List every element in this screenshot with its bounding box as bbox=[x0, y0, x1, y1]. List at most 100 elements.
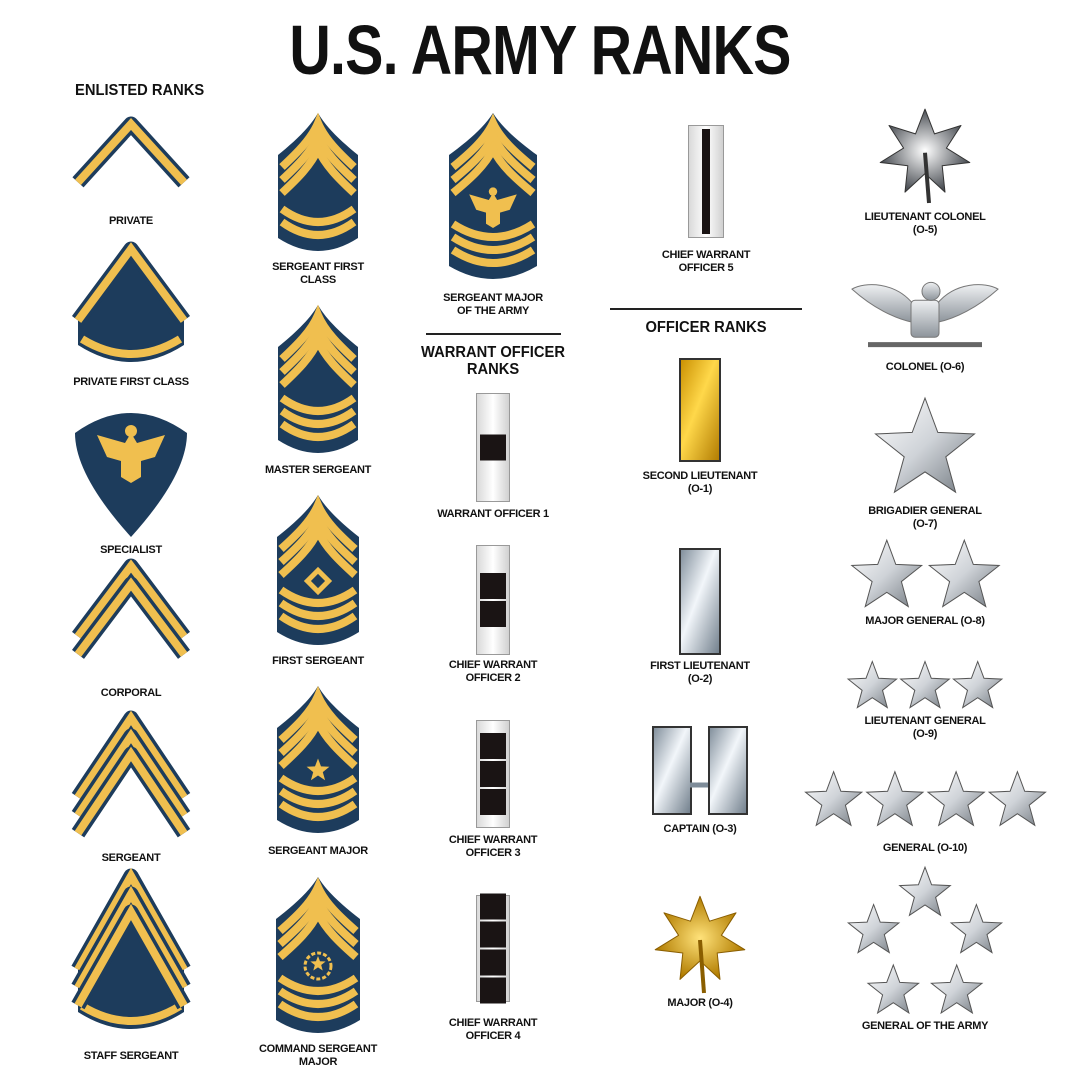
rank-label-line: MAJOR (O-4) bbox=[667, 997, 733, 1009]
chevron-stripe bbox=[279, 330, 357, 388]
rank-bar bbox=[679, 358, 721, 462]
rank-label-line: GENERAL (O-10) bbox=[882, 842, 968, 854]
rank-item: SECOND LIEUTENANT (O-1) bbox=[643, 358, 758, 495]
rank-label-line: FIRST SERGEANT bbox=[272, 655, 364, 667]
rocker bbox=[277, 974, 359, 995]
chevron-stripe bbox=[450, 113, 536, 171]
eagle-device bbox=[97, 425, 165, 483]
rank-item: SERGEANT MAJOR OF THE ARMY bbox=[443, 113, 543, 317]
rank-label: SERGEANT MAJOR OF THE ARMY bbox=[393, 292, 593, 318]
chevron-stripe bbox=[278, 494, 358, 552]
rank-label: PRIVATE FIRST CLASS bbox=[31, 376, 231, 389]
connector bbox=[690, 782, 708, 788]
rank-label-line: MAJOR GENERAL (O-8) bbox=[865, 615, 985, 627]
leaf-stem bbox=[698, 939, 706, 994]
rank-item: MAJOR (O-4) bbox=[650, 895, 750, 1009]
rank-label: SERGEANT FIRST CLASS bbox=[218, 261, 418, 287]
rank-label: WARRANT OFFICER 1 bbox=[393, 508, 593, 521]
black-square bbox=[480, 733, 506, 759]
officer-ranks-heading: OFFICER RANKS bbox=[645, 319, 767, 336]
rank-item: CAPTAIN (O-3) bbox=[652, 726, 748, 835]
insignia-warrant-line bbox=[688, 125, 724, 238]
rank-item: CHIEF WARRANT OFFICER 5 bbox=[662, 125, 750, 274]
rank-label: LIEUTENANT GENERAL (O-9) bbox=[825, 715, 1025, 741]
rank-item: MASTER SERGEANT bbox=[265, 304, 371, 476]
rank-item: WARRANT OFFICER 1 bbox=[437, 393, 549, 520]
insignia-warrant-bar bbox=[476, 393, 510, 502]
rank-item: BRIGADIER GENERAL (O-7) bbox=[868, 395, 982, 530]
rank-item: SERGEANT bbox=[71, 710, 191, 864]
insignia-warrant-bar bbox=[476, 720, 510, 828]
chevron-stripe bbox=[74, 559, 188, 639]
rocker bbox=[279, 420, 357, 441]
rocker bbox=[278, 800, 358, 821]
rank-label: SPECIALIST bbox=[31, 544, 231, 557]
insignia-chevron bbox=[71, 710, 191, 838]
general-star bbox=[930, 963, 984, 1015]
insignia-stars bbox=[849, 538, 1001, 608]
general-star bbox=[927, 538, 1001, 608]
chevron-stripe bbox=[74, 903, 188, 1008]
rank-item: LIEUTENANT COLONEL (O-5) bbox=[864, 108, 986, 236]
insignia-chevron bbox=[71, 241, 191, 362]
general-star bbox=[846, 903, 901, 954]
general-star bbox=[864, 770, 924, 827]
rank-label-line: LIEUTENANT COLONEL bbox=[864, 211, 986, 223]
general-star bbox=[803, 770, 863, 827]
chevron-stripe bbox=[278, 520, 358, 578]
divider bbox=[610, 308, 802, 310]
rank-bar bbox=[708, 726, 748, 815]
rank-label-line: SERGEANT MAJOR bbox=[443, 292, 543, 304]
chevron-stripe bbox=[278, 507, 358, 565]
rank-item: SPECIALIST bbox=[73, 405, 189, 556]
rocker bbox=[279, 218, 357, 239]
rank-label-line: CHIEF WARRANT bbox=[448, 659, 538, 671]
insignia-shield bbox=[277, 494, 359, 645]
rank-label-line: CHIEF WARRANT bbox=[448, 834, 538, 846]
insignia-chevron bbox=[72, 116, 190, 188]
black-square bbox=[480, 573, 506, 599]
chevron-stripe bbox=[74, 242, 188, 323]
rocker bbox=[79, 1002, 183, 1025]
black-square bbox=[480, 921, 506, 948]
rank-label-line: CLASS bbox=[300, 274, 336, 286]
rank-label-line: BRIGADIER GENERAL bbox=[868, 505, 982, 517]
rank-item: MAJOR GENERAL (O-8) bbox=[848, 538, 1003, 627]
rank-label: SERGEANT bbox=[31, 852, 231, 865]
insignia-chevron bbox=[71, 558, 191, 659]
insignia-warrant-bar bbox=[476, 893, 510, 1004]
chevron-stripe bbox=[74, 577, 188, 657]
rank-label-line: GENERAL OF THE ARMY bbox=[861, 1020, 989, 1032]
wreath-star-device bbox=[303, 951, 333, 981]
insignia-background bbox=[78, 247, 184, 362]
rank-item: COMMAND SERGEANT MAJOR bbox=[259, 877, 377, 1068]
oak-leaf bbox=[654, 895, 746, 980]
rank-label-line: (O-1) bbox=[687, 483, 713, 495]
general-star bbox=[866, 963, 920, 1015]
chevron-stripe bbox=[278, 685, 358, 743]
rank-label-line: PRIVATE FIRST CLASS bbox=[73, 376, 189, 388]
rank-bar bbox=[652, 726, 692, 815]
chevron-stripe bbox=[74, 885, 188, 990]
rank-label-line: SERGEANT FIRST bbox=[272, 261, 364, 273]
chevron-stripe bbox=[279, 125, 357, 183]
rank-item: FIRST LIEUTENANT (O-2) bbox=[650, 548, 750, 685]
rank-label: CHIEF WARRANT OFFICER 4 bbox=[393, 1017, 593, 1043]
eagle-device bbox=[469, 187, 517, 228]
rocker bbox=[278, 586, 358, 607]
rank-item: GENERAL (O-10) bbox=[803, 770, 1048, 854]
insignia-oak-leaf bbox=[879, 108, 971, 204]
general-star bbox=[849, 538, 923, 608]
rank-label: FIRST LIEUTENANT (O-2) bbox=[600, 660, 800, 686]
rank-label: COLONEL (O-6) bbox=[825, 361, 1025, 374]
insignia-eagle bbox=[851, 281, 999, 348]
black-line bbox=[702, 129, 710, 234]
rocker bbox=[277, 987, 359, 1008]
chevron-stripe bbox=[279, 304, 357, 362]
rank-label-line: CORPORAL bbox=[100, 687, 162, 699]
rank-label: LIEUTENANT COLONEL (O-5) bbox=[825, 211, 1025, 237]
rank-label: COMMAND SERGEANT MAJOR bbox=[218, 1043, 418, 1069]
insignia-specialist bbox=[75, 413, 187, 537]
rank-label-line: PRIVATE bbox=[109, 215, 153, 227]
rank-label: FIRST SERGEANT bbox=[218, 655, 418, 668]
